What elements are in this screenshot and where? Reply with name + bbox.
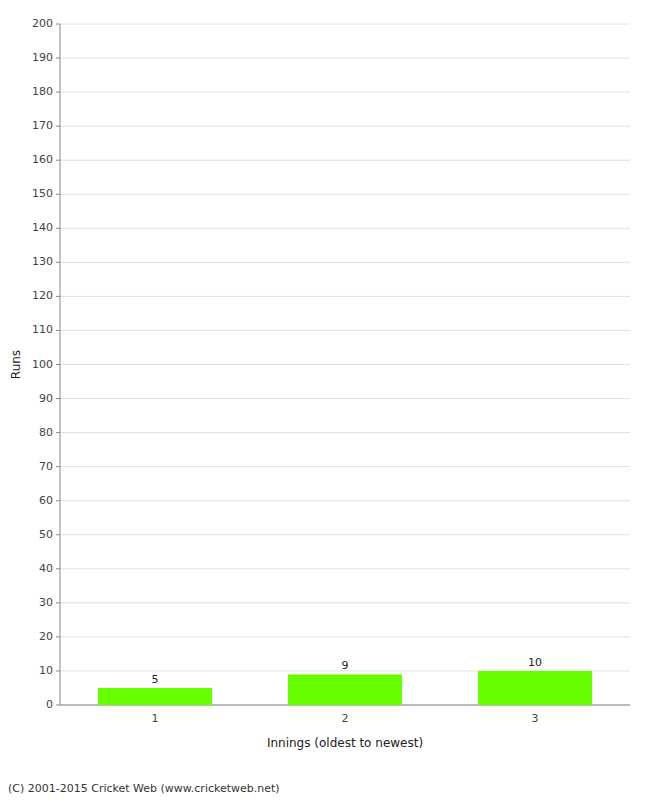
data-labels: 5 9 10 <box>152 656 543 686</box>
y-tick <box>56 58 60 59</box>
y-tick-label: 70 <box>39 460 53 473</box>
y-tick-label: 50 <box>39 528 53 541</box>
grid <box>60 24 630 705</box>
x-axis-title: Innings (oldest to newest) <box>267 736 423 750</box>
y-tick <box>56 228 60 229</box>
x-axis: 1 2 3 <box>60 705 630 725</box>
y-tick <box>56 330 60 331</box>
grid-line <box>60 364 630 365</box>
y-axis: 0 10 20 30 40 50 60 70 80 90 100 110 120 130 140 150 160… <box>32 17 60 711</box>
x-tick-label: 2 <box>342 712 349 725</box>
bar <box>288 674 402 705</box>
x-tick-label: 1 <box>152 712 159 725</box>
y-tick-label: 100 <box>32 358 53 371</box>
chart: 0102030405060708090100110120130140150160… <box>0 0 650 800</box>
y-tick <box>56 160 60 161</box>
y-tick <box>56 432 60 433</box>
y-tick-label: 90 <box>39 392 53 405</box>
grid-line <box>60 58 630 59</box>
grid-line <box>60 568 630 569</box>
grid-line <box>60 534 630 535</box>
y-tick <box>56 602 60 603</box>
grid-line <box>60 262 630 263</box>
data-label: 5 <box>152 673 159 686</box>
y-tick <box>56 126 60 127</box>
grid-line <box>60 92 630 93</box>
data-label: 9 <box>342 659 349 672</box>
y-tick <box>56 670 60 671</box>
y-tick <box>56 194 60 195</box>
y-tick-label: 80 <box>39 426 53 439</box>
y-tick <box>56 24 60 25</box>
y-tick-label: 190 <box>32 51 53 64</box>
chart-container: 0102030405060708090100110120130140150160… <box>0 0 650 800</box>
bar <box>478 671 592 705</box>
y-tick-label: 150 <box>32 187 53 200</box>
y-tick <box>56 500 60 501</box>
y-tick-label: 170 <box>32 119 53 132</box>
grid-line <box>60 602 630 603</box>
grid-line <box>60 432 630 433</box>
y-tick-label: 180 <box>32 85 53 98</box>
y-tick-label: 40 <box>39 562 53 575</box>
y-tick-label: 0 <box>46 698 53 711</box>
y-tick <box>56 636 60 637</box>
grid-line <box>60 24 630 25</box>
y-tick-label: 110 <box>32 323 53 336</box>
bars <box>98 671 592 705</box>
y-tick-label: 130 <box>32 255 53 268</box>
data-label: 10 <box>528 656 542 669</box>
y-tick-label: 120 <box>32 289 53 302</box>
y-tick-label: 200 <box>32 17 53 30</box>
y-tick <box>56 705 60 706</box>
y-tick-label: 20 <box>39 630 53 643</box>
y-tick <box>56 466 60 467</box>
grid-line <box>60 296 630 297</box>
y-tick <box>56 568 60 569</box>
y-tick-label: 140 <box>32 221 53 234</box>
grid-line <box>60 636 630 637</box>
y-axis-title: Runs <box>9 350 23 379</box>
x-tick-label: 3 <box>532 712 539 725</box>
grid-line <box>60 500 630 501</box>
y-tick <box>56 534 60 535</box>
y-tick <box>56 398 60 399</box>
y-tick-label: 60 <box>39 494 53 507</box>
bar <box>98 688 212 705</box>
grid-line <box>60 466 630 467</box>
y-tick-label: 10 <box>39 664 53 677</box>
grid-line <box>60 330 630 331</box>
grid-line <box>60 160 630 161</box>
y-tick <box>56 262 60 263</box>
y-tick <box>56 296 60 297</box>
y-tick-label: 160 <box>32 153 53 166</box>
grid-line <box>60 228 630 229</box>
y-tick <box>56 364 60 365</box>
grid-line <box>60 398 630 399</box>
y-tick <box>56 92 60 93</box>
footer: (C) 2001-2015 Cricket Web (www.cricketwe… <box>8 782 280 795</box>
y-tick-label: 30 <box>39 596 53 609</box>
grid-line <box>60 194 630 195</box>
grid-line <box>60 126 630 127</box>
y-axis-line <box>60 24 61 705</box>
